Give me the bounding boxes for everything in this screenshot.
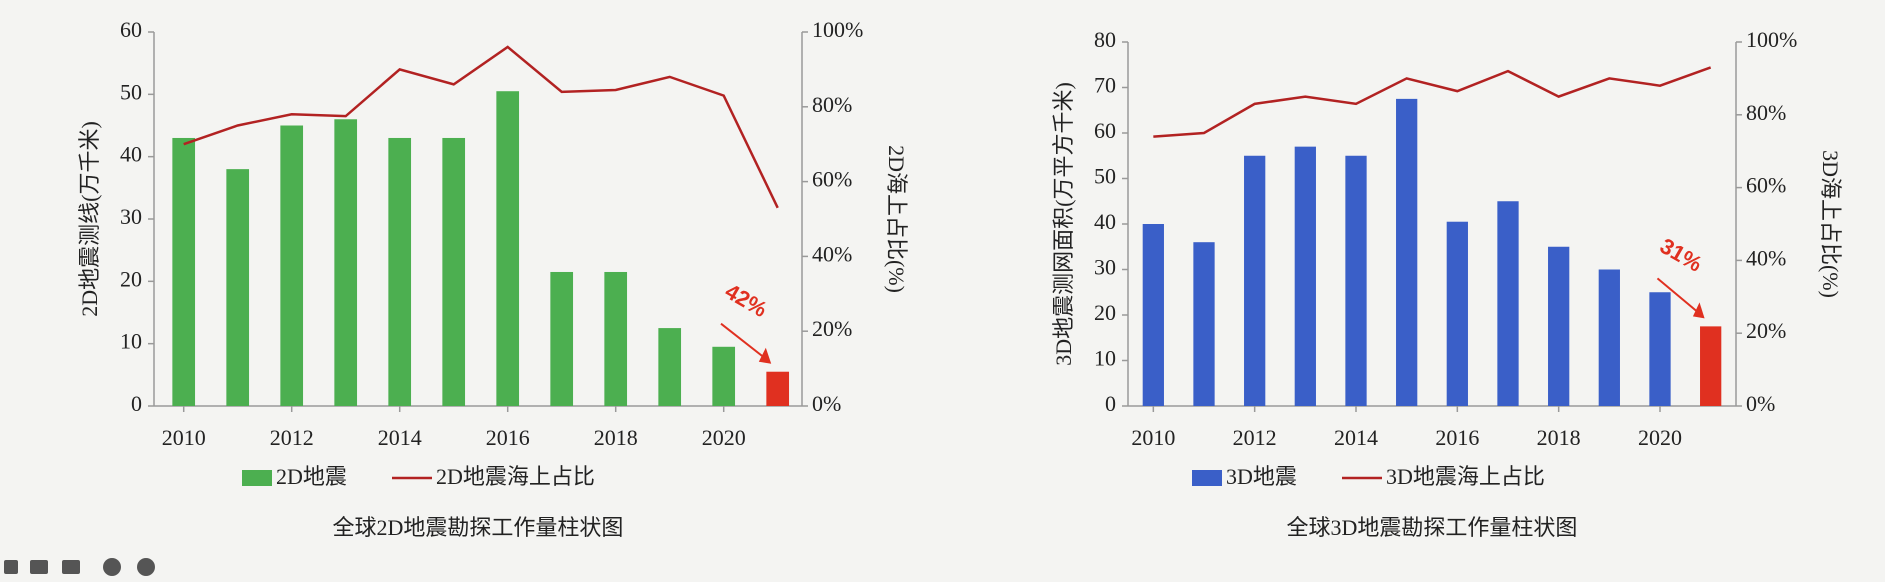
chart: 0 10 20 30 40 50 60 70 80 0% 20% 40% 60% 80% 100% 2010 2… bbox=[1051, 27, 1843, 540]
line bbox=[1153, 66, 1712, 138]
bar bbox=[388, 137, 412, 406]
line bbox=[183, 45, 779, 209]
x-tick-label: 2016 bbox=[486, 425, 530, 450]
y2-tick-label: 20% bbox=[812, 316, 852, 341]
y-tick-label: 10 bbox=[120, 329, 142, 354]
bar bbox=[712, 346, 736, 406]
annotation-arrow bbox=[720, 322, 768, 361]
bar bbox=[1700, 326, 1722, 406]
bar bbox=[442, 137, 466, 406]
x-tick-label: 2018 bbox=[1537, 425, 1581, 450]
bar bbox=[1396, 98, 1418, 406]
bar bbox=[1345, 155, 1367, 406]
y2-axis-label: 2D海上占比(%) bbox=[884, 145, 909, 293]
chart-title: 全球2D地震勘探工作量柱状图 bbox=[333, 515, 624, 540]
chart: 0 10 20 30 40 50 60 0% 20% 40% 60% 80% 100% 2010 2012 2… bbox=[77, 17, 909, 540]
y-tick-label: 50 bbox=[120, 79, 142, 104]
bar bbox=[1244, 155, 1266, 406]
x-tick-label: 2016 bbox=[1435, 425, 1479, 450]
x-tick-label: 2018 bbox=[594, 425, 638, 450]
y2-tick-label: 100% bbox=[812, 17, 863, 42]
y2-axis-label: 3D海上占比(%) bbox=[1818, 150, 1843, 298]
x-tick-label: 2012 bbox=[1233, 425, 1277, 450]
bar bbox=[496, 91, 520, 406]
arrow-head bbox=[1692, 302, 1705, 319]
icon bbox=[4, 560, 18, 574]
y-tick-label: 20 bbox=[120, 266, 142, 291]
y2-tick-label: 0% bbox=[812, 391, 841, 416]
y2-tick-label: 0% bbox=[1746, 391, 1775, 416]
y2-tick-label: 60% bbox=[1746, 173, 1786, 198]
y-tick-label: 60 bbox=[1094, 118, 1116, 143]
y-axis-label: 2D地震测线(万千米) bbox=[77, 121, 102, 317]
bar bbox=[226, 169, 250, 406]
x-tick-label: 2010 bbox=[162, 425, 206, 450]
y-tick-label: 40 bbox=[1094, 209, 1116, 234]
y-tick-label: 30 bbox=[120, 204, 142, 229]
x-tick-label: 2014 bbox=[378, 425, 422, 450]
chart-title: 全球3D地震勘探工作量柱状图 bbox=[1287, 515, 1578, 540]
legend-swatch bbox=[1192, 470, 1222, 486]
x-tick-label: 2010 bbox=[1131, 425, 1175, 450]
x-tick-label: 2020 bbox=[702, 425, 746, 450]
icon[interactable] bbox=[30, 560, 48, 574]
y-tick-label: 0 bbox=[131, 391, 142, 416]
x-tick-label: 2012 bbox=[270, 425, 314, 450]
y2-tick-label: 80% bbox=[1746, 100, 1786, 125]
bar bbox=[1548, 246, 1570, 406]
arrow-head bbox=[758, 347, 772, 364]
legend-label: 2D地震 bbox=[276, 464, 347, 489]
bar bbox=[1446, 221, 1468, 406]
y2-tick-label: 100% bbox=[1746, 27, 1797, 52]
annotation: 31% bbox=[1656, 233, 1707, 277]
y-tick-label: 70 bbox=[1094, 73, 1116, 98]
y2-tick-label: 80% bbox=[812, 92, 852, 117]
bar bbox=[1497, 201, 1519, 406]
icon[interactable] bbox=[62, 560, 80, 574]
y-tick-label: 50 bbox=[1094, 164, 1116, 189]
bar bbox=[1193, 242, 1215, 406]
annotation-arrow bbox=[1656, 277, 1702, 316]
bar bbox=[658, 328, 682, 406]
y-axis-label: 3D地震测网面积(万平方千米) bbox=[1051, 82, 1076, 366]
icon[interactable] bbox=[103, 558, 121, 576]
icon[interactable] bbox=[137, 558, 155, 576]
legend-label: 3D地震 bbox=[1226, 464, 1297, 489]
legend-label: 3D地震海上占比 bbox=[1386, 464, 1545, 489]
y-tick-label: 0 bbox=[1105, 391, 1116, 416]
y2-tick-label: 20% bbox=[1746, 318, 1786, 343]
bar bbox=[1649, 292, 1671, 406]
bar bbox=[604, 271, 628, 406]
y-tick-label: 80 bbox=[1094, 27, 1116, 52]
x-tick-label: 2020 bbox=[1638, 425, 1682, 450]
y2-tick-label: 60% bbox=[812, 167, 852, 192]
annotation: 42% bbox=[721, 278, 772, 322]
x-tick-label: 2014 bbox=[1334, 425, 1378, 450]
bar bbox=[766, 371, 790, 406]
bar bbox=[334, 119, 358, 407]
legend-swatch bbox=[242, 470, 272, 486]
y-tick-label: 30 bbox=[1094, 255, 1116, 280]
toolbar-icons bbox=[4, 558, 155, 576]
y-tick-label: 60 bbox=[120, 17, 142, 42]
y-tick-label: 40 bbox=[120, 142, 142, 167]
legend-label: 2D地震海上占比 bbox=[436, 464, 595, 489]
y-tick-label: 10 bbox=[1094, 346, 1116, 371]
bar bbox=[550, 271, 574, 406]
bar bbox=[1294, 146, 1316, 406]
bar bbox=[1142, 224, 1164, 406]
bar bbox=[280, 125, 304, 406]
bar bbox=[1598, 269, 1620, 406]
y2-tick-label: 40% bbox=[1746, 245, 1786, 270]
y2-tick-label: 40% bbox=[812, 241, 852, 266]
bar bbox=[172, 137, 196, 406]
y-tick-label: 20 bbox=[1094, 300, 1116, 325]
